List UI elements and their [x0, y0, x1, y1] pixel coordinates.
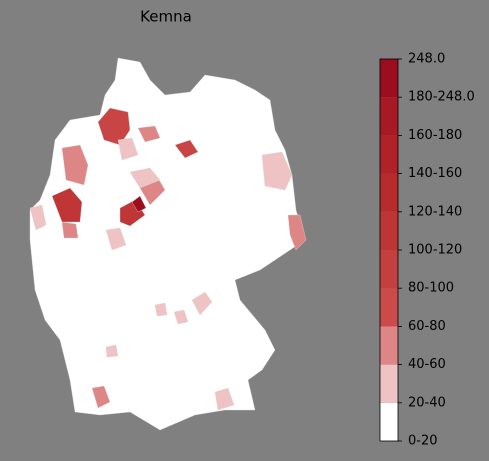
colorbar-label: 100-120: [408, 243, 462, 258]
region: [137, 125, 161, 143]
colorbar-label: 180-248.0: [408, 90, 475, 105]
colorbar: 0-20 20-40 40-60 60-80 80-100 100-120 120-140 1…: [379, 52, 475, 449]
germany-map: [29, 57, 307, 431]
colorbar-segment: [380, 250, 398, 289]
region: [261, 151, 293, 191]
colorbar-segment: [380, 326, 398, 365]
region: [105, 227, 127, 251]
colorbar-segment: [380, 97, 398, 136]
region: [129, 167, 161, 189]
colorbar-segment: [380, 211, 398, 250]
region: [191, 291, 213, 316]
colorbar-label: 40-60: [408, 357, 446, 372]
colorbar-label: 140-160: [408, 166, 462, 181]
region: [117, 137, 139, 161]
region: [154, 302, 168, 317]
colorbar-label: 160-180: [408, 128, 462, 143]
colorbar-segment: [380, 135, 398, 174]
region: [91, 385, 111, 409]
region: [97, 107, 131, 146]
colorbar-segment: [380, 402, 398, 441]
colorbar-segment: [380, 59, 398, 98]
colorbar-label: 0-20: [408, 434, 438, 449]
colorbar-label: 60-80: [408, 319, 446, 334]
colorbar-label: 120-140: [408, 204, 462, 219]
colorbar-label: 80-100: [408, 281, 454, 296]
colorbar-segment: [380, 173, 398, 212]
region: [131, 195, 147, 213]
region: [173, 309, 189, 325]
map-title: Kemna: [140, 8, 192, 26]
region: [29, 204, 47, 231]
region: [51, 187, 83, 223]
region: [214, 387, 235, 411]
region: [61, 144, 89, 186]
colorbar-segment: [380, 364, 398, 403]
region: [287, 214, 307, 251]
colorbar-label: 248.0: [408, 52, 445, 67]
region: [105, 344, 119, 358]
region: [61, 221, 79, 239]
colorbar-label: 20-40: [408, 395, 446, 410]
colorbar-segment: [380, 288, 398, 327]
country-shape: [29, 57, 306, 431]
region: [174, 139, 199, 159]
